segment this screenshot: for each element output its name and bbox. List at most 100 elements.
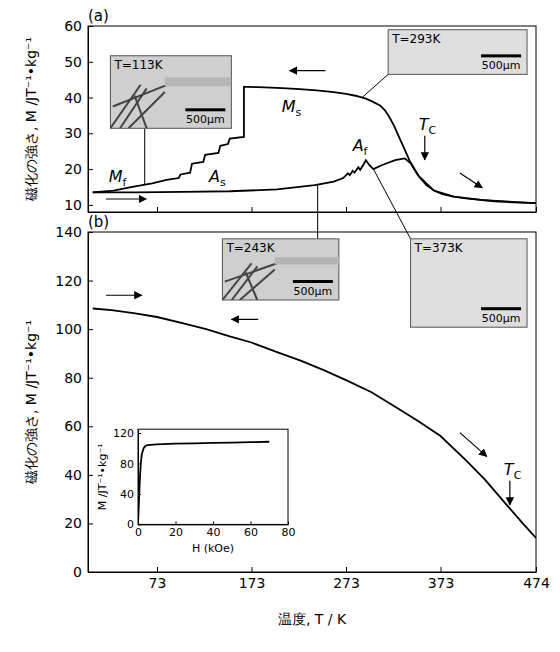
micrographs: T=293K500μm T=113K500μm T=243K 500μmT=373K5… <box>110 30 527 327</box>
tick-label: 20 <box>64 515 82 531</box>
tick-label: 30 <box>64 125 82 141</box>
tick-mark <box>252 567 253 572</box>
direction-arrow <box>106 295 142 296</box>
tick: 60 <box>64 418 93 434</box>
tick-label: 373 <box>428 575 455 591</box>
tick-mark <box>536 567 537 572</box>
micrograph-frame <box>110 56 231 129</box>
annotation: Af <box>352 136 369 158</box>
tick-label: 474 <box>523 575 550 591</box>
y-axis-title: 磁化の強さ, M /JT⁻¹•kg⁻¹ <box>23 37 39 202</box>
tick: 20 <box>64 515 93 531</box>
leader-line <box>317 185 318 239</box>
panel-label: (a) <box>88 7 109 25</box>
panel-label: (b) <box>88 213 109 231</box>
tick-mark <box>441 567 442 572</box>
scale-bar <box>293 280 333 283</box>
annotation-arrow <box>424 136 425 160</box>
tick <box>157 207 158 212</box>
micrograph-frame <box>222 239 338 300</box>
axis-line <box>88 27 89 213</box>
micrograph-band <box>165 78 232 87</box>
y-axis-title: 磁化の強さ, M /JT⁻¹•kg⁻¹ <box>23 320 39 485</box>
texts: 磁化の強さ, M /JT⁻¹•kg⁻¹(a)MfMsAsAfTC <box>23 7 482 202</box>
micrograph-label: T=243K <box>225 241 275 255</box>
tick: 40 <box>64 90 93 106</box>
tick-label: 0 <box>73 564 82 580</box>
data-line <box>93 158 536 203</box>
tick-label: 40 <box>64 90 82 106</box>
tick-label: 173 <box>239 575 266 591</box>
micrograph-label: T=293K <box>391 32 441 46</box>
tick-label: 140 <box>55 224 82 240</box>
tick: 50 <box>64 54 93 70</box>
tick-mark <box>346 207 347 212</box>
tick-mark <box>88 133 93 134</box>
annotation: TC <box>504 460 522 482</box>
panel: 73173273373474020406080100120140磁化の強さ, M… <box>23 213 550 627</box>
tick-mark <box>88 26 93 27</box>
axis: 102030405060 <box>64 18 93 213</box>
micrograph: T=113K500μm <box>110 56 231 129</box>
tick-label: 80 <box>120 457 134 470</box>
tick: 20 <box>169 521 183 539</box>
tick-label: 120 <box>113 427 134 440</box>
plot-frame <box>88 26 536 212</box>
inset-x-title: H (kOe) <box>192 542 234 555</box>
axis: 020406080100120140 <box>55 224 93 580</box>
direction-arrow <box>460 173 482 188</box>
tick: 120 <box>55 273 93 289</box>
tick-mark <box>288 521 289 524</box>
annotation-arrow <box>509 481 510 505</box>
tick-mark <box>88 475 93 476</box>
scale-bar <box>185 108 225 111</box>
tick-mark <box>88 62 93 63</box>
tick: 60 <box>244 521 258 539</box>
micrograph-label: T=113K <box>113 58 163 72</box>
tick-mark <box>88 281 93 282</box>
leader-line <box>373 169 410 239</box>
tick: 20 <box>64 161 93 177</box>
marks <box>138 442 269 525</box>
tick-label: 10 <box>64 197 82 213</box>
tick-label: 273 <box>333 575 360 591</box>
tick-label: 40 <box>207 526 221 539</box>
annotation-symbol: M <box>109 167 123 186</box>
annotation-symbol: M <box>282 97 296 116</box>
annotation: TC <box>419 115 437 137</box>
tick-mark <box>138 524 141 525</box>
tick-label: 20 <box>64 161 82 177</box>
scale-bar <box>481 54 521 57</box>
tick-label: 20 <box>169 526 183 539</box>
tick: 373 <box>428 567 455 591</box>
annotation-subscript: C <box>429 124 437 137</box>
tick-mark <box>88 232 93 233</box>
tick-mark <box>88 205 93 206</box>
annotation-symbol: A <box>352 136 364 155</box>
annotation-symbol: A <box>208 167 220 186</box>
scale-bar-label: 500μm <box>482 312 521 325</box>
tick-mark <box>536 207 537 212</box>
tick: 80 <box>120 457 141 470</box>
tick <box>441 207 442 212</box>
micrograph-streak <box>113 83 171 106</box>
tick: 474 <box>523 567 550 591</box>
axis <box>89 207 537 213</box>
tick-label: 100 <box>55 321 82 337</box>
tick-mark <box>157 567 158 572</box>
tick-mark <box>251 521 252 524</box>
tick-mark <box>88 329 93 330</box>
inset: 02040608004080120H (kOe)M /JT⁻¹•kg⁻¹ <box>96 427 296 555</box>
tick-mark <box>176 521 177 524</box>
tick: 0 <box>73 564 93 580</box>
tick-label: 50 <box>64 54 82 70</box>
micrograph: T=293K500μm <box>388 30 527 75</box>
scale-bar <box>481 307 521 310</box>
direction-arrow <box>290 70 326 71</box>
axis: 020406080 <box>135 521 296 539</box>
micrograph: T=373K500μm <box>411 239 527 327</box>
tick-mark <box>213 521 214 524</box>
axis-line <box>88 233 89 573</box>
direction-arrow <box>460 433 487 457</box>
leader-line <box>362 74 388 97</box>
